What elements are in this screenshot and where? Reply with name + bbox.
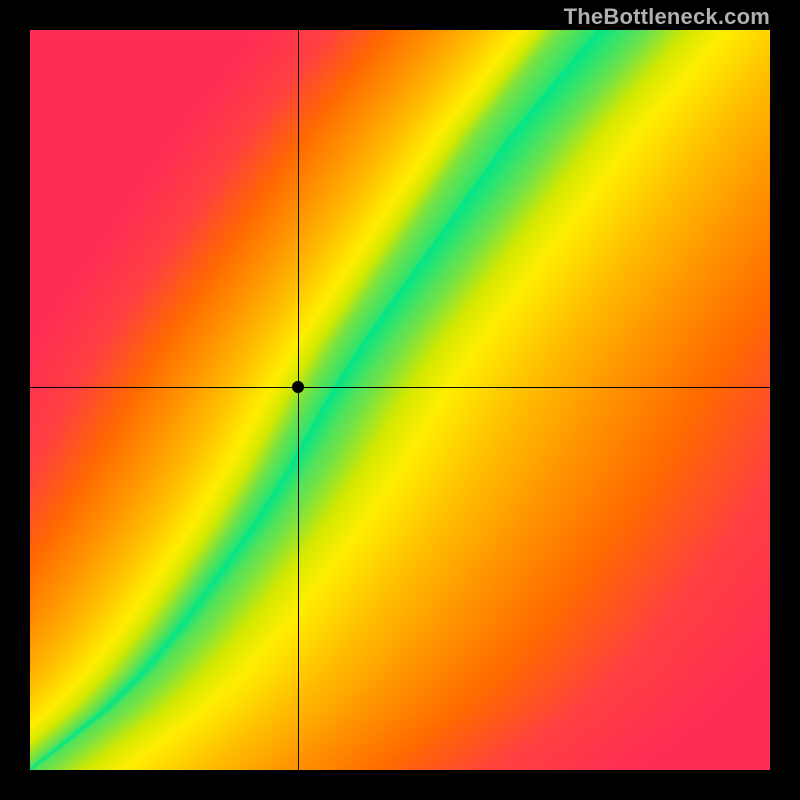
chart-container: TheBottleneck.com (0, 0, 800, 800)
crosshair-vertical (298, 30, 299, 770)
crosshair-horizontal (30, 387, 770, 388)
heatmap-plot (30, 30, 770, 770)
heatmap-canvas (30, 30, 770, 770)
data-point (292, 381, 304, 393)
watermark-label: TheBottleneck.com (564, 4, 770, 30)
